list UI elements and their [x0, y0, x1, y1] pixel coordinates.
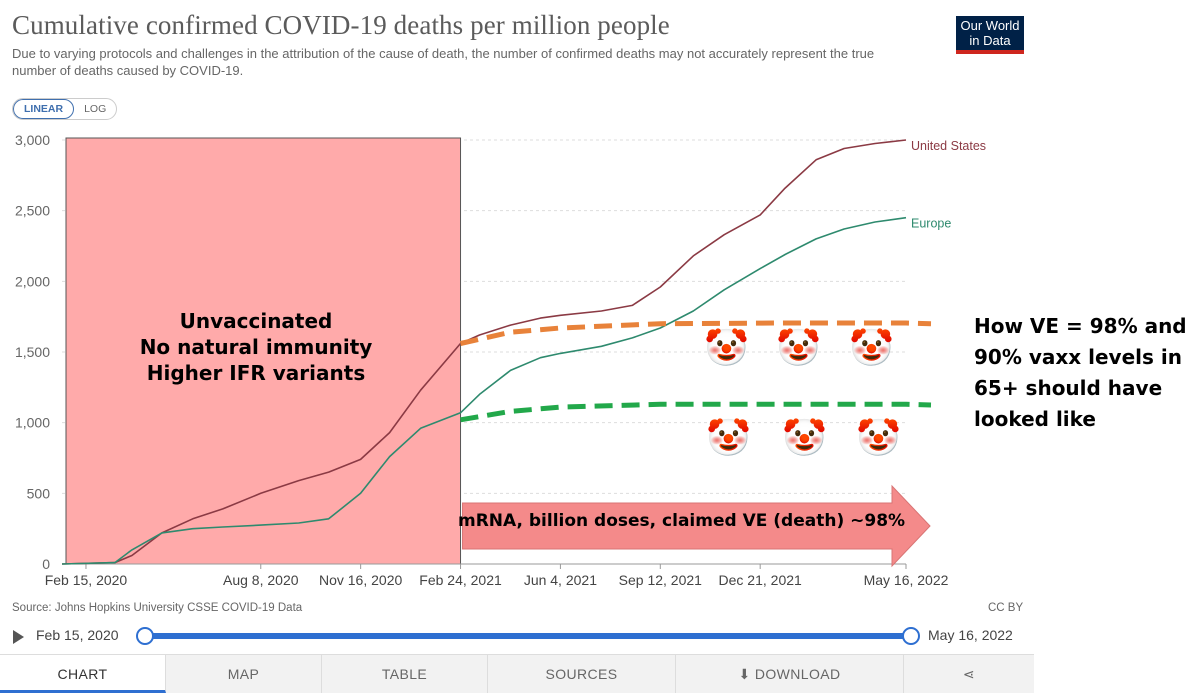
- side-line-3: 65+ should have: [974, 376, 1163, 400]
- logo-line-1: Our World: [960, 18, 1020, 33]
- owid-logo[interactable]: Our World in Data: [956, 16, 1024, 54]
- series-line: [61, 216, 907, 565]
- tab-map[interactable]: MAP: [166, 655, 322, 693]
- series-label: Europe: [911, 217, 951, 231]
- clown-face-icon: 🤡: [856, 417, 901, 458]
- line-chart: 0 500 1,000 1,500 2,000 2,500 3,000 Feb 15, 20…: [15, 132, 986, 588]
- y-tick-label: 2,000: [15, 273, 50, 289]
- play-icon[interactable]: [13, 630, 24, 644]
- tab-chart[interactable]: CHART: [0, 655, 166, 693]
- y-tick-label: 0: [42, 556, 50, 572]
- shaded-annotation: Unvaccinated No natural immunity Higher …: [66, 308, 446, 386]
- chart-subtitle: Due to varying protocols and challenges …: [12, 46, 875, 78]
- x-tick-label: Feb 15, 2020: [45, 572, 128, 588]
- projection-line: [459, 320, 932, 346]
- x-tick-label: Aug 8, 2020: [223, 572, 299, 588]
- log-scale-button[interactable]: LOG: [84, 103, 107, 115]
- tab-download[interactable]: ⬇ DOWNLOAD: [676, 655, 904, 693]
- y-tick-label: 3,000: [15, 132, 50, 148]
- series-lines: [61, 139, 907, 565]
- vaccine-arrow-shape: [462, 484, 931, 568]
- x-tick-label: May 16, 2022: [864, 572, 949, 588]
- logo-line-2: in Data: [969, 33, 1011, 48]
- timeline-end-label: May 16, 2022: [928, 627, 1013, 643]
- y-tick-label: 2,500: [15, 203, 50, 219]
- chart-title: Cumulative confirmed COVID-19 deaths per…: [12, 10, 670, 40]
- side-line-1: How VE = 98% and: [974, 314, 1187, 338]
- tab-bar: CHART MAP TABLE SOURCES ⬇ DOWNLOAD ⋖: [0, 654, 1034, 693]
- source-note[interactable]: Source: Johns Hopkins University CSSE CO…: [12, 602, 303, 614]
- timeline-slider: Feb 15, 2020 May 16, 2022: [0, 624, 1040, 650]
- clown-face-icon: 🤡: [782, 417, 827, 458]
- y-axis: 0 500 1,000 1,500 2,000 2,500 3,000: [15, 132, 50, 572]
- annotation-line-2: No natural immunity: [139, 335, 373, 359]
- x-tick-label: Dec 21, 2021: [719, 572, 802, 588]
- tab-table[interactable]: TABLE: [322, 655, 488, 693]
- y-tick-label: 500: [27, 485, 51, 501]
- side-line-4: looked like: [974, 407, 1096, 431]
- projection-lines: [459, 320, 932, 423]
- y-tick-label: 1,000: [15, 415, 50, 431]
- annotation-line-1: Unvaccinated: [179, 309, 333, 333]
- timeline-track[interactable]: [143, 633, 910, 639]
- share-icon[interactable]: ⋖: [962, 666, 976, 682]
- x-tick-label: Sep 12, 2021: [619, 572, 703, 588]
- series-label: United States: [911, 139, 986, 153]
- clown-face-icon: 🤡: [704, 327, 749, 368]
- timeline-start-handle[interactable]: [136, 627, 154, 645]
- clown-face-icon: 🤡: [849, 327, 894, 368]
- side-line-2: 90% vaxx levels in: [974, 345, 1182, 369]
- clown-face-icon: 🤡: [776, 327, 821, 368]
- annotation-line-3: Higher IFR variants: [146, 361, 366, 385]
- series-labels: United States Europe: [911, 139, 986, 231]
- clown-face-icon: 🤡: [706, 417, 751, 458]
- y-tick-label: 1,500: [15, 344, 50, 360]
- x-tick-label: Nov 16, 2020: [319, 572, 402, 588]
- side-annotation: How VE = 98% and 90% vaxx levels in 65+ …: [974, 311, 1187, 435]
- series-line: [61, 139, 907, 565]
- x-tick-label: Feb 24, 2021: [419, 572, 502, 588]
- x-tick-label: Jun 4, 2021: [524, 572, 597, 588]
- projection-line: [460, 401, 932, 423]
- timeline-start-label: Feb 15, 2020: [36, 627, 119, 643]
- vaccine-arrow: [462, 484, 931, 568]
- timeline-end-handle[interactable]: [902, 627, 920, 645]
- arrow-annotation: mRNA, billion doses, claimed VE (death) …: [458, 511, 906, 531]
- tab-sources[interactable]: SOURCES: [488, 655, 676, 693]
- license-link[interactable]: CC BY: [988, 602, 1024, 614]
- scale-toggle: LINEAR LOG: [12, 98, 118, 120]
- linear-scale-button[interactable]: LINEAR: [13, 99, 75, 119]
- x-axis: Feb 15, 2020 Aug 8, 2020 Nov 16, 2020 Feb 2…: [45, 563, 949, 588]
